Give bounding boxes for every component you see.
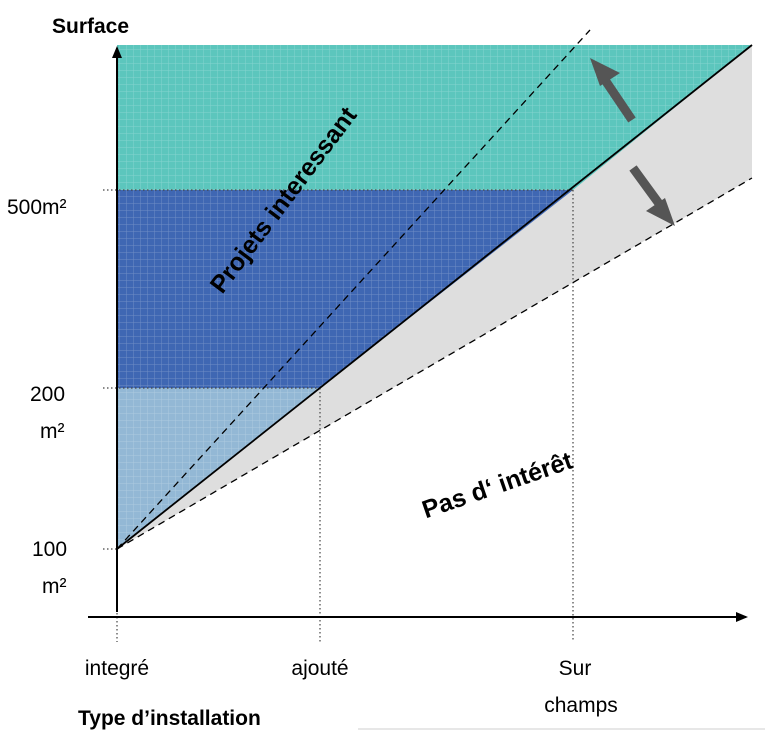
upper-dashed-line — [116, 29, 591, 550]
x-tick-sur: Sur — [559, 657, 592, 680]
label-pas-d-interet: Pas d‘ intérêt — [419, 446, 577, 524]
arrow-down-icon — [629, 165, 675, 226]
threshold-line — [116, 44, 753, 550]
y-axis-title: Surface — [52, 15, 129, 38]
lower-dashed-line — [116, 177, 753, 550]
y-tick-100-unit: m² — [42, 575, 67, 598]
y-tick-500: 500m² — [7, 196, 67, 219]
arrow-up-icon — [590, 58, 636, 123]
y-tick-100: 100 — [32, 538, 67, 561]
y-tick-200-unit: m² — [40, 420, 65, 443]
x-tick-integre: integré — [85, 657, 149, 680]
x-tick-champs: champs — [544, 694, 618, 717]
y-tick-200: 200 — [30, 383, 65, 406]
x-axis-title: Type d’installation — [78, 707, 261, 730]
x-tick-ajoute: ajouté — [291, 657, 348, 680]
